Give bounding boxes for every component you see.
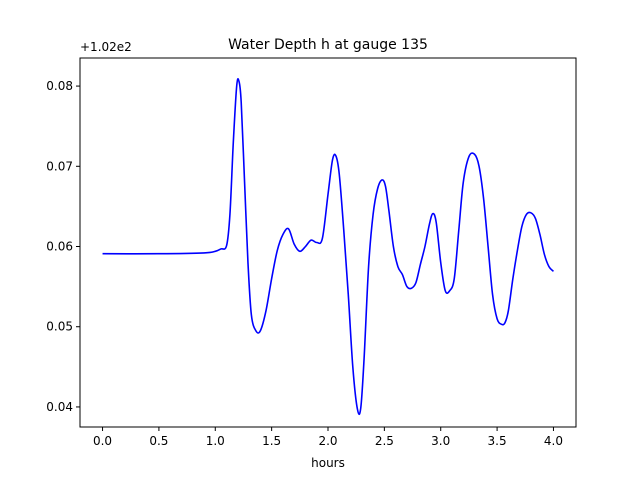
x-tick-label: 1.5	[262, 434, 281, 448]
x-tick-label: 1.0	[206, 434, 225, 448]
chart-title: Water Depth h at gauge 135	[228, 37, 428, 53]
y-tick-label: 0.05	[46, 320, 73, 334]
y-tick-label: 0.08	[46, 79, 73, 93]
x-tick-label: 2.0	[318, 434, 337, 448]
plot-frame	[79, 57, 577, 428]
x-tick-label: 0.0	[93, 434, 112, 448]
x-tick-label: 3.0	[431, 434, 450, 448]
series-line	[102, 78, 555, 416]
axes-layer: 0.0 0.5 1.0 1.5 2.0 2.5 3.0 3.5 4.0 0.04 0.05 0.06 0…	[46, 79, 563, 448]
y-tick-label: 0.06	[46, 240, 73, 254]
y-tick-label: 0.04	[46, 400, 73, 414]
x-tick-label: 2.5	[375, 434, 394, 448]
y-offset-text: +1.02e2	[80, 40, 132, 54]
x-axis-label: hours	[311, 456, 345, 470]
plot-area	[80, 58, 576, 427]
series-layer	[102, 78, 555, 416]
x-tick-label: 0.5	[149, 434, 168, 448]
x-tick-label: 3.5	[488, 434, 507, 448]
y-tick-label: 0.07	[46, 159, 73, 173]
x-tick-label: 4.0	[544, 434, 563, 448]
